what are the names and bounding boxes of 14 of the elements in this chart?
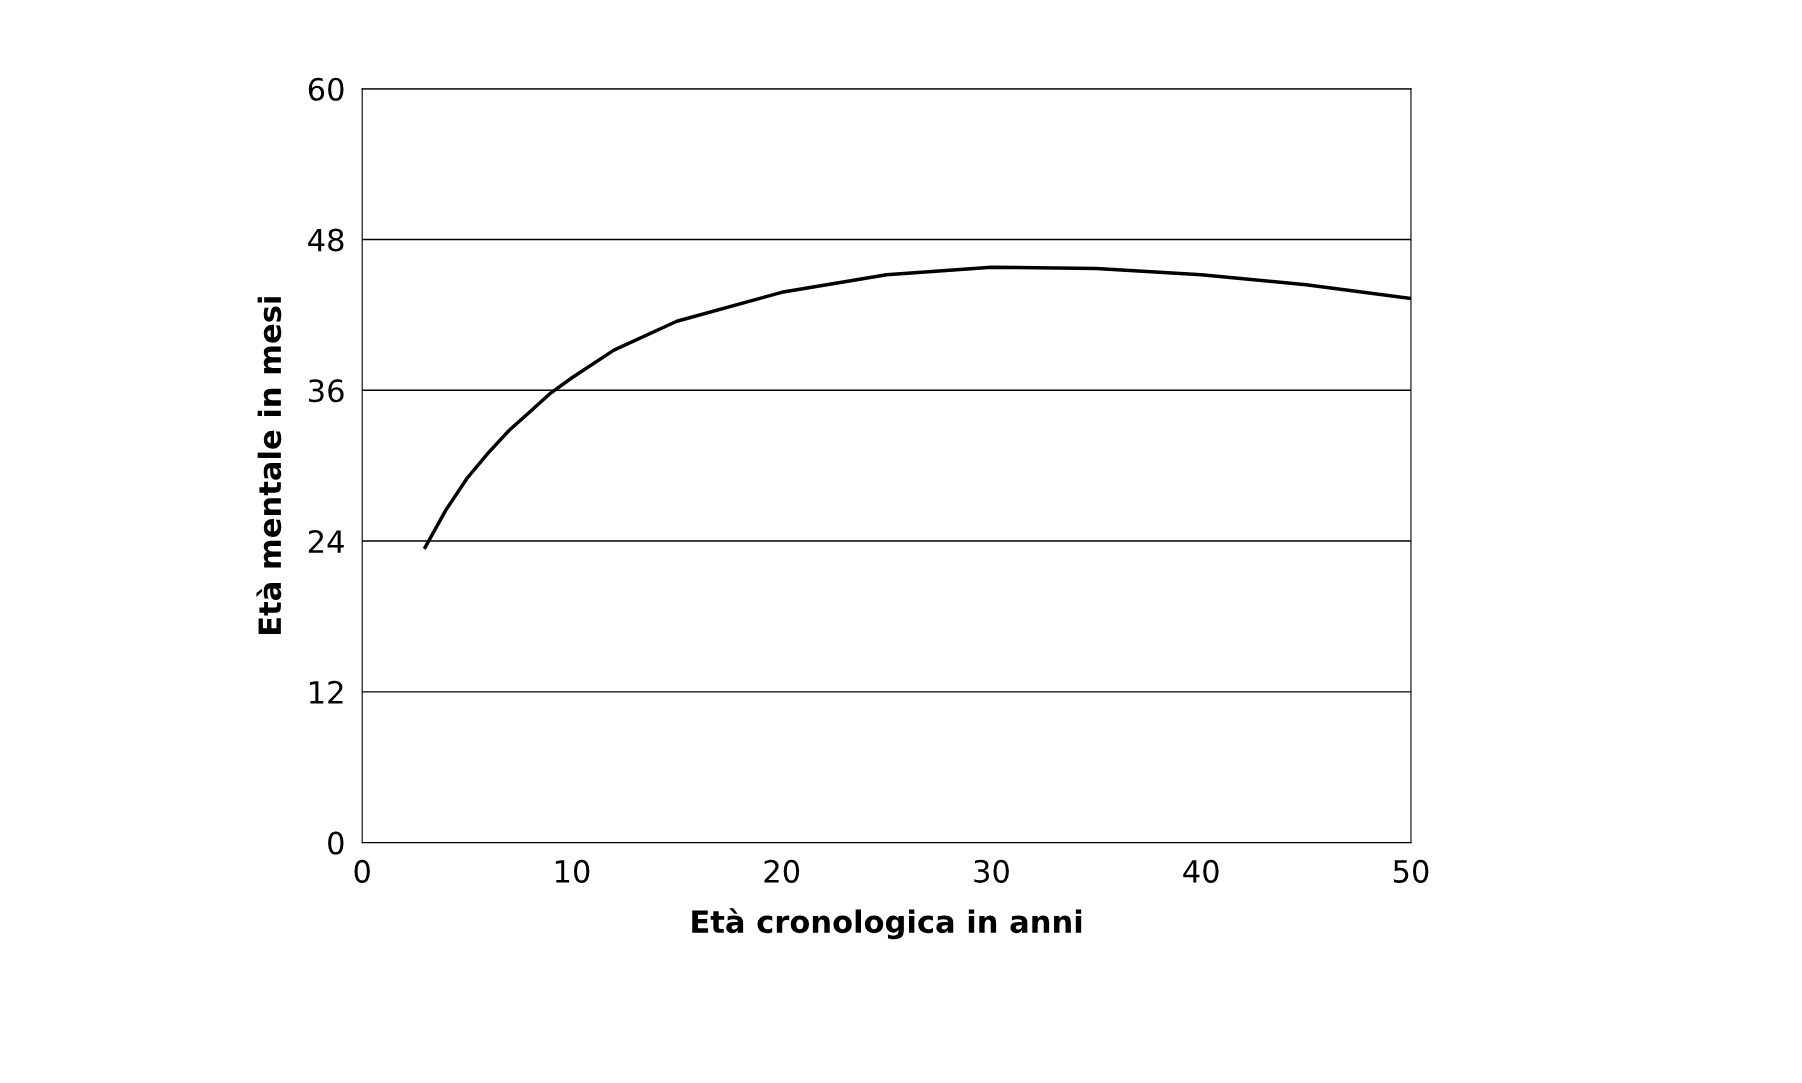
y-tick-label: 60 xyxy=(308,77,344,101)
x-tick-label: 30 xyxy=(974,859,1009,883)
x-tick-label: 50 xyxy=(1393,859,1429,883)
x-tick-label: 40 xyxy=(1183,859,1219,883)
x-axis-title: Età cronologica in anni xyxy=(692,908,1082,940)
x-tick-label: 10 xyxy=(555,859,590,883)
y-tick-label: 36 xyxy=(308,379,344,403)
y-tick-label: 12 xyxy=(310,680,343,704)
y-tick-label: 48 xyxy=(308,228,344,252)
x-tick-label: 20 xyxy=(764,859,800,883)
y-axis-title: Età mentale in mesi xyxy=(256,297,282,634)
y-tick-label: 24 xyxy=(308,530,344,553)
y-tick-label: 0 xyxy=(328,831,344,855)
x-tick-label: 0 xyxy=(354,859,370,883)
